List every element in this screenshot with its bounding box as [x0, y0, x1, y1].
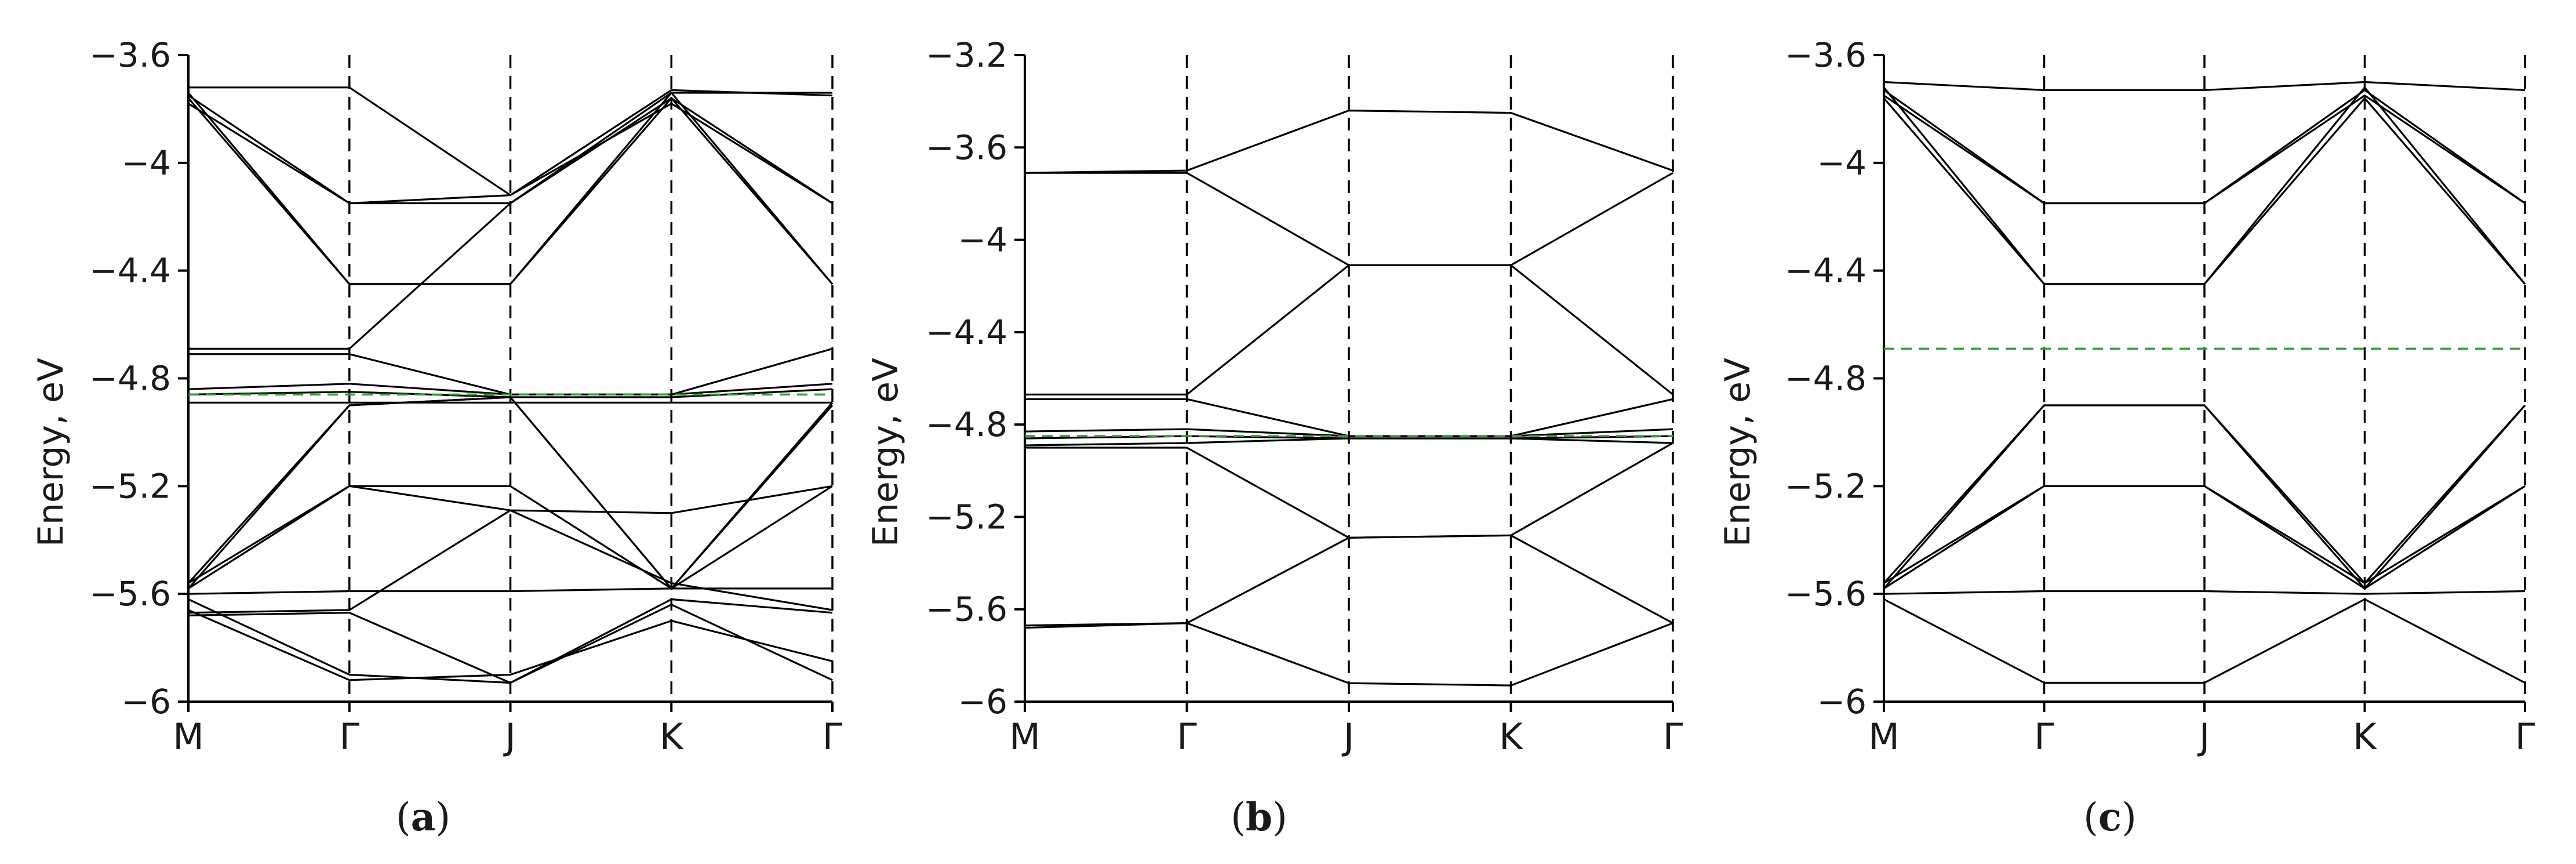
panel-a-caption: (a) — [396, 794, 450, 840]
panel-c-ytick-label: −4 — [1817, 143, 1867, 183]
panel-b-ytick-label: −6 — [958, 682, 1008, 721]
panel-c-ytick-label: −4.4 — [1785, 251, 1866, 291]
panel-c-ytick-label: −6 — [1817, 682, 1867, 721]
panel-b-xtick-label: M — [1009, 716, 1040, 758]
panel-a-ytick-label: −3.6 — [89, 35, 171, 75]
panel-c-plot: −6 −5.6 −5.2 −4.8 −4.4 −4 −3.6 M Γ J K Γ — [1785, 35, 2535, 758]
panel-b-ylabel: Energy, eV — [865, 358, 906, 547]
panel-a-ytick-label: −6 — [122, 682, 172, 721]
panel-a-plot: −6 −5.6 −5.2 −4.8 −4.4 −4 −3.6 M Γ J K Γ — [89, 35, 843, 758]
panel-c: Energy, eV −6 −5.6 −5.2 −4.8 −4.4 −4 −3.6 M Γ J K Γ… — [1718, 35, 2535, 840]
panel-b-band-line — [1024, 622, 1673, 687]
panel-b-ytick-label: −4.4 — [926, 313, 1007, 352]
panel-a-ytick-label: −4 — [122, 143, 172, 183]
panel-a-xtick-label: K — [660, 716, 684, 758]
panel-a-xtick-label: J — [503, 716, 515, 758]
panel-b-band-line — [1025, 264, 1673, 396]
panel-a-xtick-label: Γ — [339, 716, 359, 758]
panel-b-plot: −6 −5.6 −5.2 −4.8 −4.4 −4 −3.6 −3.2 M Γ J K Γ — [926, 35, 1683, 758]
panel-a-band-line — [188, 609, 833, 681]
panel-c-xtick-label: Γ — [2515, 716, 2535, 758]
panel-a-band-line — [188, 509, 833, 614]
panel-a-band-line — [187, 396, 834, 590]
panel-c-ylabel: Energy, eV — [1718, 358, 1758, 547]
panel-b-ytick-label: −3.6 — [926, 128, 1007, 167]
panel-b-band-line — [1024, 437, 1673, 446]
panel-c-band-line — [1883, 81, 2526, 91]
panel-b-xtick-label: Γ — [1177, 716, 1197, 758]
panel-c-ytick-label: −5.6 — [1785, 574, 1866, 613]
panel-c-band-line — [1883, 598, 2526, 684]
panel-a-ytick-label: −4.8 — [89, 359, 171, 398]
panel-b-xtick-label: Γ — [1663, 716, 1683, 758]
panel-a-ylabel: Energy, eV — [31, 358, 71, 547]
panel-b: Energy, eV −6 −5.6 −5.2 −4.8 −4.4 −4 −3.6 −3.2 M… — [865, 35, 1683, 840]
panel-c-ytick-label: −3.6 — [1785, 35, 1866, 75]
panel-a-ytick-label: −5.2 — [89, 466, 171, 506]
panel-a-band-line — [187, 97, 834, 285]
panel-c-xtick-label: Γ — [2034, 716, 2054, 758]
panel-c-band-line — [1883, 404, 2526, 590]
panel-a-band-line — [188, 587, 832, 595]
panel-c-band-line — [1883, 485, 2526, 590]
panel-c-band-line — [1883, 590, 2526, 595]
panel-b-xtick-label: J — [1341, 716, 1354, 758]
panel-b-ytick-label: −5.6 — [926, 590, 1007, 629]
panel-a-band-line — [188, 103, 833, 205]
panel-b-ytick-label: −4 — [958, 220, 1008, 260]
panel-b-band-line — [1024, 428, 1673, 437]
panel-c-caption: (c) — [2083, 794, 2137, 840]
panel-b-ytick-label: −5.2 — [926, 497, 1007, 536]
panel-c-band-line — [1883, 97, 2526, 285]
panel-a-xtick-label: Γ — [823, 716, 843, 758]
panel-c-xtick-label: J — [2197, 716, 2210, 758]
panel-c-xtick-label: M — [1868, 716, 1900, 758]
panel-c-ytick-label: −4.8 — [1785, 359, 1866, 398]
panel-b-ytick-label: −4.8 — [926, 405, 1007, 444]
panel-a-ytick-label: −4.4 — [89, 251, 171, 291]
panel-c-ytick-label: −5.2 — [1785, 466, 1866, 506]
panel-b-xtick-label: K — [1499, 716, 1523, 758]
panel-a: Energy, eV −6 −5.6 −5.2 −4.8 −4.4 −4 −3.6 M Γ J K Γ… — [31, 35, 843, 840]
panel-c-band-line — [1883, 95, 2526, 205]
panel-b-ytick-label: −3.2 — [926, 35, 1007, 75]
panel-a-band-line — [188, 485, 833, 590]
panel-b-band-line — [1024, 110, 1673, 174]
panel-c-xtick-label: K — [2353, 716, 2377, 758]
panel-a-band-line — [188, 92, 832, 350]
panel-b-caption: (b) — [1231, 794, 1287, 840]
panel-a-band-line — [188, 598, 833, 684]
panel-a-ytick-label: −5.6 — [89, 574, 171, 613]
panel-a-xtick-label: M — [173, 716, 204, 758]
